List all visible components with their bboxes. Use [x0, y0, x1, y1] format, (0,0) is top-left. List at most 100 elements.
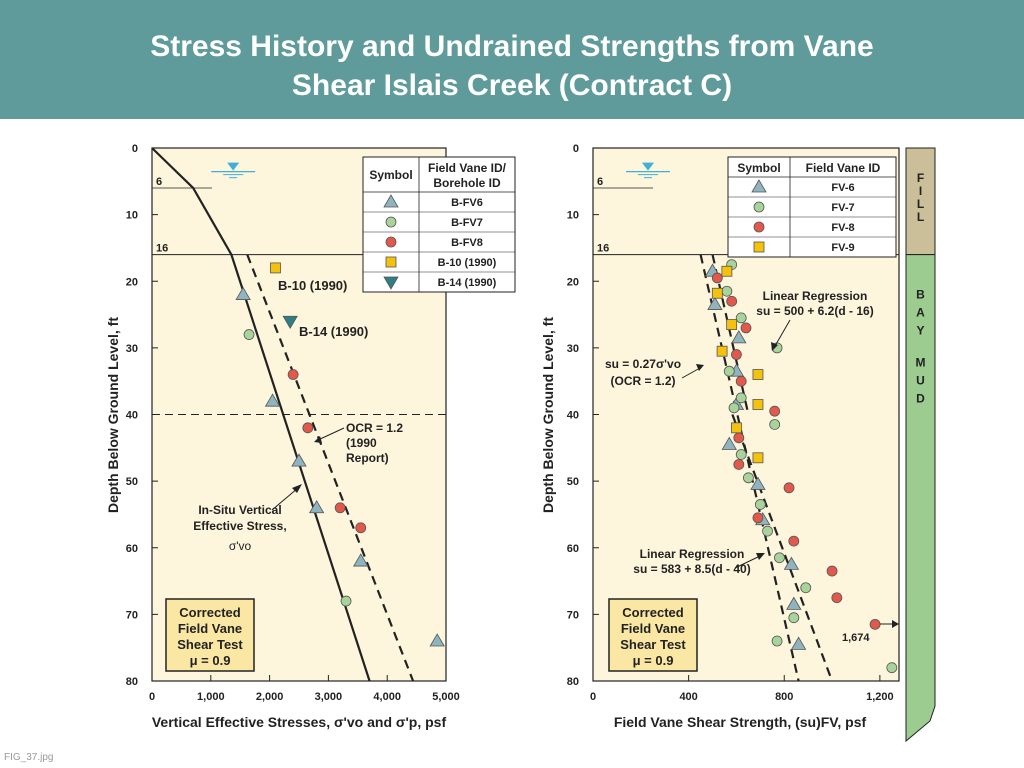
fill-label-letter: I	[919, 184, 922, 198]
chart-2-point-fv-8	[733, 432, 745, 444]
chart-2-point-fv-7	[886, 662, 898, 674]
chart-1-legend-item: B-10 (1990)	[438, 257, 497, 269]
chart-2-depth-6-label: 6	[597, 176, 603, 188]
corrected-box-text: Shear Test	[177, 637, 243, 652]
chart-2-point-fv-9	[731, 422, 742, 434]
chart-2-point-fv-6	[750, 476, 766, 490]
chart-1-legend-symbol	[385, 216, 397, 228]
chart-2-point-fv-8	[735, 375, 747, 387]
chart-1-y-tick-label: 40	[126, 410, 138, 422]
chart-2-regression-1-pointer	[774, 319, 791, 347]
header-banner: Stress History and Undrained Strengths f…	[0, 0, 1024, 119]
chart-2-point-fv-8	[826, 565, 838, 577]
chart-1-legend-header: Borehole ID	[433, 176, 501, 190]
chart-1-legend-symbol	[385, 256, 397, 268]
chart-2-legend: Symbol Field Vane ID FV-6 FV-7 FV-8 FV-9	[727, 156, 897, 258]
chart-2-point-fv-7	[774, 552, 785, 564]
corrected-box-text: Shear Test	[620, 637, 686, 652]
page-title-line-1: Stress History and Undrained Strengths f…	[150, 30, 874, 63]
chart-2-y-tick-label: 10	[567, 210, 579, 222]
chart-2-offscale-arrow-head	[892, 620, 899, 628]
chart-2-point-fv-7	[721, 285, 733, 297]
chart-1-legend-symbol	[383, 194, 399, 208]
page-title-line-2: Shear Islais Creek (Contract C)	[291, 69, 733, 102]
chart-2-legend-item: FV-6	[831, 182, 854, 194]
chart-2-point-fv-6	[783, 556, 800, 570]
chart-1-x-axis-label: Vertical Effective Stresses, σ'vo and σ'…	[152, 714, 447, 730]
fill-label-letter: F	[917, 171, 924, 185]
chart-1-x-tick-label: 2,000	[256, 691, 284, 703]
chart-2-y-tick-label: 20	[567, 276, 579, 288]
chart-2-legend-symbol	[753, 241, 765, 253]
chart-2-point-fv-7	[735, 449, 747, 460]
chart-2-point-fv-8	[783, 482, 795, 494]
chart-1-y-tick-label: 10	[126, 210, 138, 222]
chart-1-y-tick-label: 50	[126, 476, 138, 488]
corrected-box-text: Corrected	[179, 605, 240, 620]
chart-1-legend-item: B-FV7	[451, 217, 483, 229]
chart-2-legend-item: FV-9	[831, 242, 854, 254]
chart-2-legend-item: FV-8	[831, 222, 854, 234]
chart-2-y-tick-label: 40	[567, 410, 579, 422]
chart-2-point-fv-8	[752, 512, 764, 524]
chart-1-x-tick-label: 0	[149, 691, 155, 703]
chart-2-x-tick-label: 400	[679, 691, 697, 703]
chart-1-y-tick-label: 0	[132, 143, 138, 155]
chart-1-point-b-fv6	[429, 633, 445, 647]
chart-1-point-b-fv8	[287, 369, 299, 380]
chart-2-annotation-ratio: (OCR = 1.2)	[610, 374, 675, 388]
chart-2-annotation-ratio: su = 0.27σ'vo	[605, 357, 681, 371]
chart-2-point-fv-8	[731, 349, 742, 360]
chart-1-depth-6-label: 6	[156, 176, 162, 188]
chart-2-point-fv-8	[726, 295, 738, 307]
chart-2-point-fv-7	[762, 525, 773, 537]
chart-2-regression-line-lower	[731, 414, 834, 682]
chart-1-annotation-ocr: (1990	[346, 436, 377, 450]
chart-1-point-b-fv6	[264, 393, 281, 407]
chart-1-x-tick-label: 3,000	[315, 691, 343, 703]
chart-2-point-fv-8	[869, 618, 881, 630]
chart-2-point-fv-9	[726, 319, 738, 330]
corrected-box-text: Field Vane	[178, 621, 242, 636]
chart-2-point-fv-7	[754, 499, 766, 510]
bay-mud-label-letter: D	[916, 392, 925, 406]
chart-2-point-fv-7	[771, 635, 783, 647]
chart-1-x-tick-label: 5,000	[432, 691, 460, 703]
chart-2-point-fv-7	[769, 419, 781, 430]
chart-2-point-fv-7	[788, 612, 800, 624]
chart-1-point-b-fv8	[355, 522, 367, 534]
bay-mud-label-letter: B	[916, 288, 925, 302]
chart-2-regression-2-pointer-head	[756, 553, 765, 560]
chart-2-point-fv-9	[711, 287, 723, 299]
chart-1-annotation-insitu: In-Situ Vertical	[198, 503, 281, 517]
chart-1-legend-symbol	[385, 236, 397, 248]
chart-2-legend-header: Symbol	[737, 161, 780, 175]
chart-1-annotation-ocr: OCR = 1.2	[346, 421, 403, 435]
water-table-triangle	[641, 162, 654, 171]
chart-1-annotation-insitu: σ'vo	[229, 539, 252, 553]
chart-2-legend-symbol	[753, 221, 765, 233]
chart-2-legend-symbol	[753, 201, 765, 213]
chart-2-point-fv-7	[723, 365, 735, 377]
chart-2-legend-header: Field Vane ID	[806, 161, 881, 175]
chart-1-point-b-fv6	[353, 553, 369, 567]
bay-mud-label-letter: M	[916, 356, 926, 370]
chart-1-point-b-fv7	[340, 595, 352, 607]
chart-2-point-fv-8	[831, 592, 843, 604]
chart-2-point-fv-8	[733, 459, 745, 470]
chart-2-ratio-pointer-head	[696, 364, 704, 371]
chart-1-annotation-b10: B-10 (1990)	[278, 278, 347, 293]
chart-1-point-b-fv6	[235, 286, 251, 300]
chart-2-point-fv-8	[769, 405, 781, 417]
chart-1-point-b-fv6	[308, 499, 325, 514]
chart-2-point-fv-6	[707, 296, 723, 310]
chart-2-ratio-line	[699, 254, 800, 682]
chart-2-annotation-regression-1: su = 500 + 6.2(d - 16)	[756, 304, 873, 318]
chart-1-depth-16-label: 16	[156, 243, 168, 255]
chart-1-x-tick-label: 1,000	[197, 691, 225, 703]
chart-1-legend-item: B-14 (1990)	[438, 277, 497, 289]
bay-mud-label-letter: Y	[916, 324, 924, 338]
chart-1-ocr-pointer-head	[314, 436, 322, 443]
